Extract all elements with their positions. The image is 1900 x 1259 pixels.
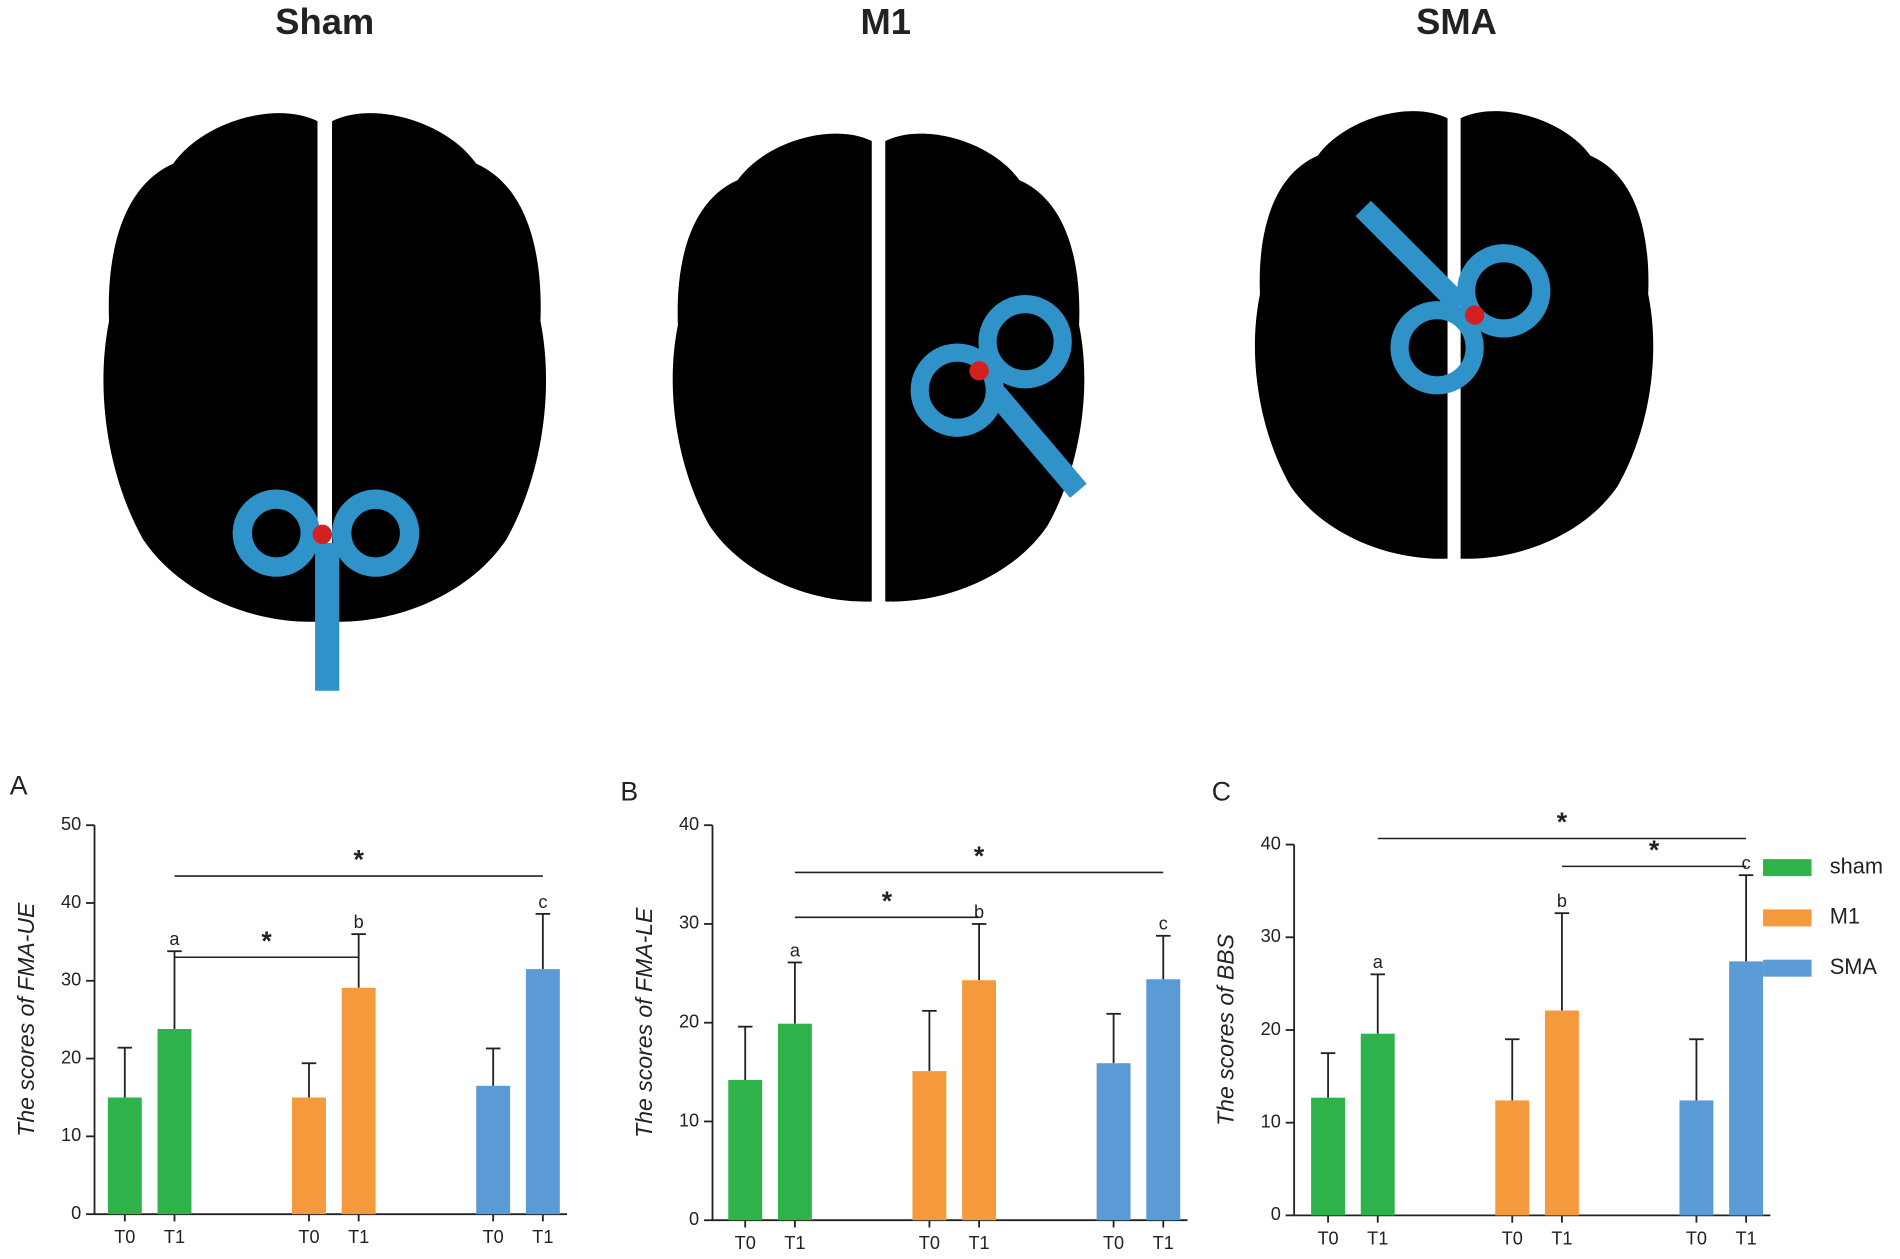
legend-label: sham — [1830, 853, 1883, 878]
bar — [1360, 1033, 1395, 1216]
bracket-label: * — [974, 841, 985, 871]
legend-swatch — [1763, 959, 1812, 977]
y-tick-label: 10 — [61, 1125, 81, 1145]
panel-label: A — [10, 771, 28, 801]
x-tick-label: T1 — [1551, 1228, 1572, 1248]
bar — [476, 1085, 511, 1215]
brain-m1 — [673, 134, 1085, 602]
brain-title: Sham — [275, 1, 374, 42]
x-tick-label: T0 — [735, 1233, 756, 1253]
bracket-label: * — [353, 845, 364, 875]
bar — [525, 969, 560, 1215]
bar — [341, 987, 376, 1215]
legend-swatch — [1763, 859, 1812, 877]
bar — [962, 980, 997, 1221]
bracket-label: * — [261, 926, 272, 956]
bar — [292, 1097, 326, 1215]
x-tick-label: T1 — [348, 1227, 369, 1247]
x-tick-label: T0 — [483, 1227, 504, 1247]
annotation: a — [1373, 952, 1384, 972]
y-tick-label: 10 — [1261, 1111, 1281, 1131]
bracket-label: * — [1649, 835, 1660, 865]
brain-title: M1 — [861, 1, 912, 42]
y-tick-label: 0 — [1271, 1204, 1281, 1224]
x-tick-label: T0 — [1502, 1228, 1523, 1248]
bar — [1311, 1097, 1346, 1216]
y-tick-label: 20 — [1261, 1019, 1281, 1039]
legend-swatch — [1763, 909, 1812, 927]
bar — [157, 1029, 192, 1215]
panel-label: C — [1212, 777, 1231, 807]
annotation: a — [169, 929, 180, 949]
annotation: a — [790, 940, 801, 960]
y-tick-label: 40 — [679, 814, 699, 834]
coil-sham — [232, 489, 420, 691]
panel-label: B — [620, 777, 638, 807]
x-tick-label: T1 — [1367, 1228, 1388, 1248]
x-tick-label: T0 — [298, 1227, 319, 1247]
bar — [1146, 979, 1181, 1221]
y-tick-label: 40 — [1261, 833, 1281, 853]
y-tick-label: 40 — [61, 892, 81, 912]
coil-sma — [1355, 200, 1551, 395]
y-tick-label: 30 — [1261, 926, 1281, 946]
brain-title: SMA — [1416, 1, 1497, 42]
bar — [1495, 1100, 1530, 1216]
x-tick-label: T0 — [1103, 1233, 1124, 1253]
bar — [1679, 1100, 1714, 1216]
y-axis-label: The scores of BBS — [1213, 933, 1239, 1126]
x-tick-label: T0 — [1317, 1228, 1338, 1248]
x-tick-label: T1 — [1736, 1228, 1757, 1248]
y-tick-label: 20 — [679, 1012, 699, 1032]
x-tick-label: T1 — [164, 1227, 185, 1247]
legend-label: SMA — [1830, 954, 1878, 979]
y-tick-label: 0 — [71, 1203, 81, 1223]
bar — [1096, 1063, 1131, 1221]
bracket-label: * — [882, 886, 893, 916]
bar — [912, 1071, 947, 1221]
y-tick-label: 20 — [61, 1047, 81, 1067]
x-tick-label: T0 — [1686, 1228, 1707, 1248]
y-tick-label: 30 — [679, 913, 699, 933]
y-tick-label: 50 — [61, 814, 81, 834]
x-tick-label: T1 — [968, 1233, 989, 1253]
x-tick-label: T0 — [919, 1233, 940, 1253]
annotation: c — [1742, 853, 1751, 873]
annotation: b — [354, 912, 364, 932]
y-tick-label: 30 — [61, 970, 81, 990]
annotation: b — [1557, 891, 1567, 911]
brain-sma — [1255, 111, 1653, 559]
legend-label: M1 — [1830, 904, 1860, 929]
x-tick-label: T1 — [1153, 1233, 1174, 1253]
bracket-label: * — [1557, 807, 1568, 837]
bar — [1729, 961, 1764, 1216]
y-tick-label: 10 — [679, 1110, 699, 1130]
x-tick-label: T0 — [114, 1227, 135, 1247]
x-tick-label: T1 — [784, 1233, 805, 1253]
x-tick-label: T1 — [532, 1227, 553, 1247]
bar — [777, 1023, 812, 1221]
bar — [728, 1079, 763, 1221]
annotation: c — [1159, 914, 1168, 934]
coil-m1 — [910, 295, 1087, 498]
y-tick-label: 0 — [689, 1209, 699, 1229]
bar — [1544, 1010, 1579, 1216]
bar — [107, 1097, 142, 1215]
annotation: c — [538, 892, 547, 912]
y-axis-label: The scores of FMA-LE — [631, 907, 657, 1138]
y-axis-label: The scores of FMA-UE — [13, 902, 39, 1137]
annotation: b — [974, 902, 984, 922]
